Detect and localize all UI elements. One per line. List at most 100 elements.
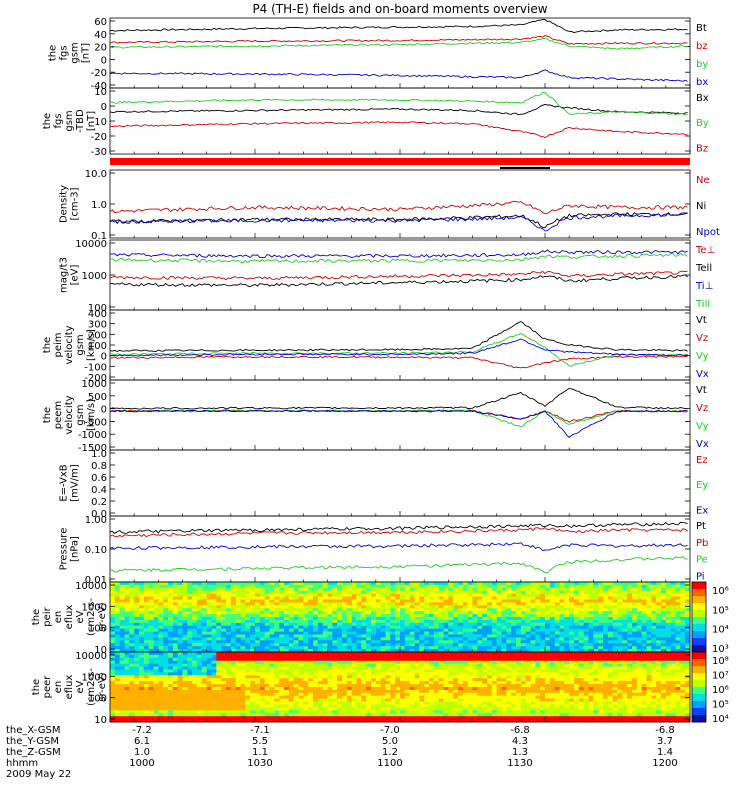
spectrogram-cell bbox=[472, 687, 478, 691]
spectrogram-cell bbox=[250, 640, 256, 644]
spectrogram-cell bbox=[462, 675, 469, 679]
spectrogram-cell bbox=[346, 584, 353, 589]
spectrogram-cell bbox=[187, 622, 193, 627]
spectrogram-cell bbox=[636, 596, 643, 600]
spectrogram-cell bbox=[303, 660, 309, 665]
spectrogram-cell bbox=[346, 602, 353, 606]
spectrogram-cell bbox=[516, 646, 522, 650]
spectrogram-cell bbox=[525, 660, 531, 665]
spectrogram-cell bbox=[284, 681, 290, 685]
spectrogram-cell bbox=[559, 660, 565, 665]
spectrogram-cell bbox=[559, 669, 565, 673]
spectrogram-cell bbox=[559, 672, 565, 676]
spectrogram-cell bbox=[366, 660, 372, 665]
spectrogram-cell bbox=[535, 587, 541, 592]
spectrogram-cell bbox=[670, 582, 676, 586]
spectrogram-cell bbox=[675, 599, 681, 603]
spectrogram-cell bbox=[535, 619, 541, 624]
spectrogram-cell bbox=[356, 634, 362, 638]
spectrogram-cell bbox=[153, 602, 159, 606]
spectrogram-cell bbox=[129, 614, 135, 618]
spectrogram-cell bbox=[612, 643, 618, 647]
spectrogram-cell bbox=[206, 593, 212, 597]
spectrogram-cell bbox=[516, 605, 522, 609]
spectrogram-cell bbox=[129, 590, 135, 595]
spectrogram-cell bbox=[540, 590, 546, 595]
spectrogram-cell bbox=[491, 654, 498, 659]
spectrogram-cell bbox=[366, 617, 372, 621]
spectrogram-cell bbox=[520, 628, 527, 632]
spectrogram-cell bbox=[129, 687, 135, 691]
spectrogram-cell bbox=[143, 637, 150, 641]
spectrogram-cell bbox=[424, 611, 430, 615]
spectrogram-cell bbox=[632, 631, 638, 635]
spectrogram-cell bbox=[269, 593, 275, 597]
spectrogram-cell bbox=[293, 631, 299, 635]
spectrogram-cell bbox=[583, 582, 589, 586]
spectrogram-cell bbox=[569, 678, 575, 682]
spectrogram-cell bbox=[588, 602, 594, 606]
spectrogram-cell bbox=[274, 614, 280, 618]
spectrogram-cell bbox=[603, 643, 609, 647]
spectrogram-cell bbox=[259, 643, 266, 647]
spectrogram-cell bbox=[429, 666, 435, 670]
spectrogram-cell bbox=[617, 678, 623, 682]
spectrogram-cell bbox=[259, 666, 266, 670]
spectrogram-cell bbox=[114, 660, 121, 665]
spectrogram-cell bbox=[240, 666, 246, 670]
spectrogram-cell bbox=[627, 625, 633, 630]
spectrogram-cell bbox=[134, 584, 140, 589]
spectrogram-cell bbox=[235, 614, 241, 618]
spectrogram-cell bbox=[685, 657, 691, 662]
spectrogram-cell bbox=[467, 652, 473, 656]
spectrogram-cell bbox=[346, 587, 353, 592]
spectrogram-cell bbox=[564, 637, 570, 641]
spectrogram-cell bbox=[187, 687, 193, 691]
spectrogram-cell bbox=[588, 663, 594, 667]
spectrogram-cell bbox=[680, 643, 686, 647]
spectrogram-cell bbox=[680, 637, 686, 641]
spectrogram-cell bbox=[371, 634, 377, 638]
spectrogram-cell bbox=[685, 593, 691, 597]
spectrogram-cell bbox=[293, 584, 299, 589]
spectrogram-cell bbox=[511, 637, 517, 641]
spectrogram-cell bbox=[298, 584, 304, 589]
spectrogram-cell bbox=[574, 646, 580, 650]
spectrogram-cell bbox=[255, 663, 261, 667]
spectrogram-cell bbox=[487, 678, 493, 682]
spectrogram-cell bbox=[288, 596, 295, 600]
spectrogram-cell bbox=[574, 608, 580, 612]
spectrogram-cell bbox=[298, 617, 304, 621]
spectrogram-cell bbox=[670, 654, 676, 659]
spectrogram-cell bbox=[564, 660, 570, 665]
spectrogram-cell bbox=[168, 634, 174, 638]
spectrogram-cell bbox=[274, 625, 280, 630]
spectrogram-cell bbox=[143, 649, 150, 653]
spectrogram-cell bbox=[448, 681, 454, 685]
spectrogram-cell bbox=[501, 666, 507, 670]
spectrogram-cell bbox=[308, 602, 314, 606]
spectrogram-cell bbox=[153, 640, 159, 644]
spectrogram-cell bbox=[187, 657, 193, 662]
spectrogram-cell bbox=[385, 628, 391, 632]
panel-frame bbox=[109, 515, 691, 583]
spectrogram-cell bbox=[288, 669, 295, 673]
spectrogram-cell bbox=[177, 672, 183, 676]
spectrogram-cell bbox=[221, 619, 227, 624]
spectrogram-cell bbox=[317, 649, 324, 653]
spectrogram-cell bbox=[462, 582, 469, 586]
spectrogram-cell bbox=[235, 649, 241, 653]
spectrogram-cell bbox=[569, 590, 575, 595]
spectrogram-cell bbox=[182, 611, 188, 615]
spectrogram-cell bbox=[632, 584, 638, 589]
spectrogram-cell bbox=[163, 681, 169, 685]
spectrogram-cell bbox=[148, 652, 154, 656]
spectrogram-cell bbox=[438, 675, 444, 679]
spectrogram-cell bbox=[245, 605, 251, 609]
spectrogram-cell bbox=[182, 622, 188, 627]
spectrogram-cell bbox=[525, 657, 531, 662]
spectrogram-cell bbox=[284, 652, 290, 656]
spectrogram-cell bbox=[404, 678, 411, 682]
spectrogram-cell bbox=[482, 596, 488, 600]
spectrogram-cell bbox=[342, 666, 348, 670]
